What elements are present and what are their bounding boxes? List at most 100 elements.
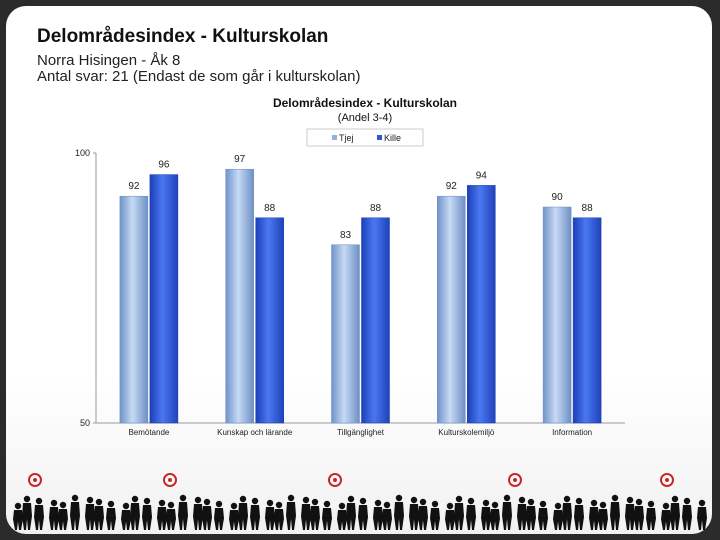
person-head	[23, 495, 31, 503]
bar-kille	[361, 217, 390, 424]
chart-title: Delområdesindex - Kulturskolan	[273, 96, 457, 110]
person-body	[661, 510, 671, 530]
person-body	[85, 504, 95, 530]
person-head	[323, 500, 331, 508]
chart-axes: 50 100 Bemötande Kunskap och lärande Tillgän…	[75, 148, 625, 437]
person-body	[70, 502, 80, 530]
legend-swatch	[332, 135, 337, 140]
person-head	[527, 498, 535, 506]
person-head	[194, 496, 202, 504]
person-body	[373, 507, 383, 530]
person-head	[287, 494, 295, 502]
person-head	[86, 496, 94, 504]
person-head	[131, 495, 139, 503]
person-head	[563, 495, 571, 503]
bar-tjej	[119, 195, 149, 424]
person-head	[647, 500, 655, 508]
person-body	[598, 509, 608, 530]
person-head	[590, 499, 598, 507]
person-body	[193, 504, 203, 530]
person-head	[158, 499, 166, 507]
person-body	[337, 510, 347, 530]
person-head	[503, 494, 511, 502]
person-head	[374, 499, 382, 507]
person-body	[562, 503, 572, 530]
person-head	[383, 501, 391, 509]
person-body	[265, 507, 275, 530]
person-head	[554, 502, 562, 510]
person-head	[683, 497, 691, 505]
chart-subtitle: (Andel 3-4)	[338, 112, 392, 124]
bar-kille	[149, 174, 179, 424]
person-body	[286, 502, 296, 530]
person-head	[179, 494, 187, 502]
person-head	[50, 499, 58, 507]
person-head	[107, 500, 115, 508]
person-head	[467, 497, 475, 505]
x-tick-label: Tillgänglighet	[337, 428, 385, 437]
person-body	[34, 505, 44, 530]
person-head	[122, 502, 130, 510]
person-body	[481, 507, 491, 530]
person-body	[166, 509, 176, 530]
person-head	[482, 499, 490, 507]
person-body	[634, 506, 644, 530]
x-tick-label: Kulturskolemiljö	[438, 428, 495, 437]
person-head	[311, 498, 319, 506]
person-head	[230, 502, 238, 510]
person-body	[394, 502, 404, 530]
person-head	[626, 496, 634, 504]
person-head	[455, 495, 463, 503]
person-head	[215, 500, 223, 508]
person-head	[491, 501, 499, 509]
target-center-icon	[665, 478, 669, 482]
person-body	[94, 506, 104, 530]
person-head	[275, 501, 283, 509]
data-label: 92	[446, 181, 458, 192]
person-head	[599, 501, 607, 509]
data-label: 92	[128, 181, 140, 192]
person-body	[301, 504, 311, 530]
person-body	[238, 503, 248, 530]
bar-kille	[572, 217, 602, 424]
person-head	[395, 494, 403, 502]
person-head	[575, 497, 583, 505]
person-body	[13, 510, 23, 530]
person-body	[553, 510, 563, 530]
chart-bars: 92 96 97 88 83 88 92 94 90 88	[119, 154, 602, 424]
person-head	[662, 502, 670, 510]
person-head	[203, 498, 211, 506]
person-body	[58, 509, 68, 530]
data-label: 90	[552, 192, 564, 203]
person-head	[671, 495, 679, 503]
data-label: 96	[158, 160, 170, 171]
x-tick-label: Kunskap och lärande	[217, 428, 293, 437]
person-body	[445, 510, 455, 530]
legend-swatch	[377, 135, 382, 140]
person-head	[71, 494, 79, 502]
person-body	[610, 502, 620, 530]
person-head	[410, 496, 418, 504]
bar-tjej	[225, 168, 254, 424]
data-label: 94	[476, 170, 488, 181]
person-body	[322, 508, 332, 530]
person-body	[409, 504, 419, 530]
person-body	[106, 508, 116, 530]
person-body	[697, 507, 707, 530]
person-body	[418, 506, 428, 530]
person-body	[517, 504, 527, 530]
person-body	[589, 507, 599, 530]
person-body	[214, 508, 224, 530]
person-body	[454, 503, 464, 530]
person-head	[635, 498, 643, 506]
person-head	[518, 496, 526, 504]
bar-kille	[467, 185, 496, 424]
page-subtitle-responses: Antal svar: 21 (Endast de som går i kult…	[37, 68, 361, 85]
data-label: 88	[264, 203, 276, 214]
person-head	[266, 499, 274, 507]
person-head	[167, 501, 175, 509]
y-tick-label: 50	[80, 418, 90, 428]
bar-tjej	[437, 195, 466, 424]
person-body	[574, 505, 584, 530]
